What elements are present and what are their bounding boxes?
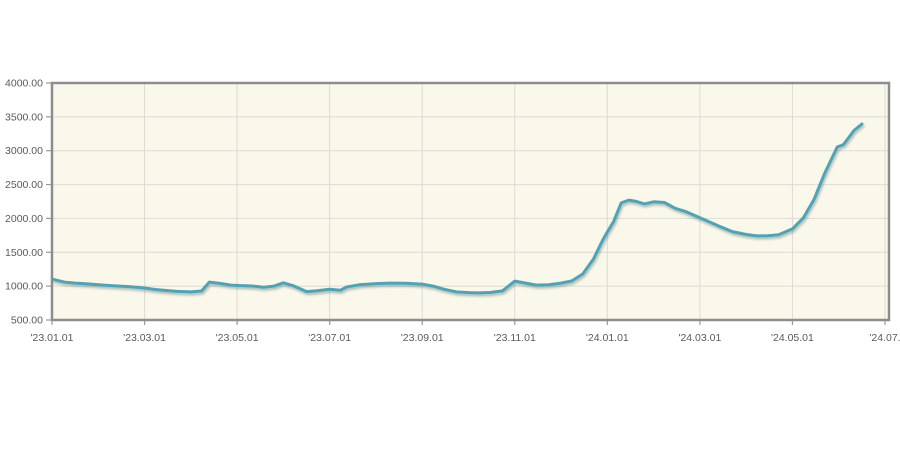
x-axis-label: '24.03.01 [678, 332, 721, 344]
x-axis-label: '24.07. [869, 332, 900, 344]
y-axis-label: 4000.00 [5, 78, 43, 90]
x-axis-label: '23.09.01 [401, 332, 444, 344]
plot-area-background [52, 83, 889, 320]
x-axis-label: '23.07.01 [308, 332, 351, 344]
price-line-series [52, 122, 864, 295]
y-axis-label: 2500.00 [5, 179, 43, 191]
x-axis-label: '23.03.01 [123, 332, 166, 344]
x-axis-label: '23.11.01 [494, 332, 536, 344]
y-axis-label: 500.00 [11, 315, 43, 327]
y-axis-label: 1500.00 [5, 247, 43, 259]
x-axis-label: '23.01.01 [31, 332, 74, 344]
y-axis-label: 1000.00 [5, 281, 43, 293]
x-axis-label: '24.05.01 [771, 332, 814, 344]
y-axis-label: 2000.00 [5, 213, 43, 225]
y-axis-label: 3500.00 [5, 111, 43, 123]
x-axis-label: '24.01.01 [586, 332, 629, 344]
x-axis-label: '23.05.01 [216, 332, 259, 344]
y-axis-label: 3000.00 [5, 145, 43, 157]
plot-border [50, 81, 891, 322]
